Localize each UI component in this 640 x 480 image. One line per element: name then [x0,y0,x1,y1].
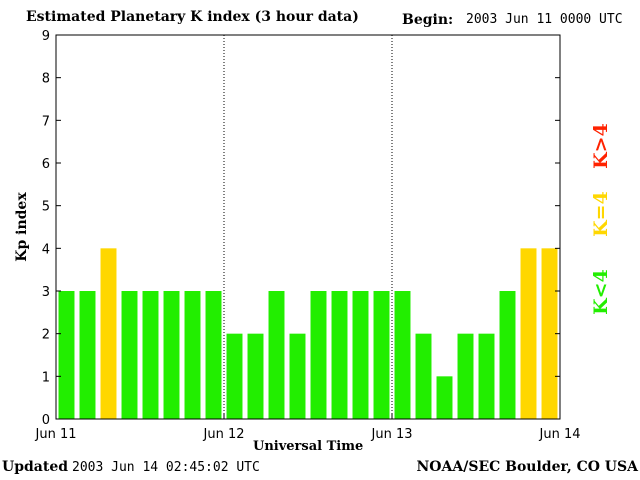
y-tick-label: 5 [42,200,50,215]
kp-bar [394,291,411,419]
y-axis-ticks: 0 1 2 3 4 5 6 7 8 9 [42,29,560,428]
y-tick-label: 2 [42,328,50,343]
kp-bar [58,291,75,419]
kp-bar [268,291,285,419]
y-tick-label: 8 [42,72,50,87]
kp-bar [541,248,558,419]
y-tick-label: 6 [42,157,50,172]
x-tick-label: Jun 11 [35,427,77,442]
y-tick-label: 3 [42,285,50,300]
chart-title: Estimated Planetary K index (3 hour data… [26,9,359,25]
kp-bar [226,333,243,419]
y-tick-label: 7 [42,114,50,129]
kp-bar [121,291,138,419]
kp-bar [289,333,306,419]
kp-bar [247,333,264,419]
kp-bar [142,291,159,419]
legend-k-above-4: K>4 [590,123,612,169]
kp-bar [436,376,453,419]
updated-label: Updated [2,459,69,475]
x-axis-label: Universal Time [253,439,364,454]
x-tick-label: Jun 14 [539,427,581,442]
updated-value: 2003 Jun 14 02:45:02 UTC [72,460,260,475]
kp-bar [415,333,432,419]
kp-bar [184,291,201,419]
y-axis-label: Kp index [14,192,30,262]
kp-bar [310,291,327,419]
kp-bar [331,291,348,419]
plot-frame [55,34,561,420]
x-axis-ticks: Jun 11 Jun 12 Jun 13 Jun 14 [35,414,581,442]
kp-bar [100,248,117,419]
kp-bar [205,291,222,419]
source-credit: NOAA/SEC Boulder, CO USA [416,459,639,475]
y-tick-label: 4 [42,242,50,257]
x-tick-label: Jun 12 [203,427,245,442]
kp-bar [478,333,495,419]
kp-bar [352,291,369,419]
y-tick-label: 9 [42,29,50,44]
y-tick-label: 1 [42,370,50,385]
kp-bar [499,291,516,419]
kp-bar [457,333,474,419]
kp-bar [520,248,537,419]
kp-bar [163,291,180,419]
kp-bar [373,291,390,419]
begin-label: Begin: [402,12,454,28]
kp-bar [79,291,96,419]
y-tick-label: 0 [42,413,50,428]
legend-k-below-4: K<4 [590,269,612,315]
bars-group [58,248,558,419]
x-tick-label: Jun 13 [371,427,413,442]
legend-k-equal-4: K=4 [590,191,612,237]
begin-value: 2003 Jun 11 0000 UTC [466,12,623,27]
day-separators [223,35,393,419]
